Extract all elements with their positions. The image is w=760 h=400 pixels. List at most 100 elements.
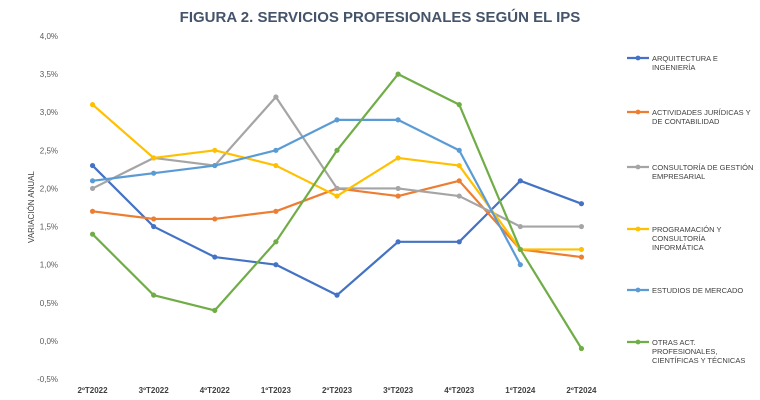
data-point [151, 223, 157, 230]
x-tick-label: 4ºT2023 [444, 386, 475, 395]
data-point [89, 231, 96, 237]
x-tick-label: 2ºT2022 [78, 386, 109, 395]
chart-title: FIGURA 2. SERVICIOS PROFESIONALES SEGÚN … [180, 8, 581, 26]
y-tick-label: 2,5% [40, 146, 58, 155]
x-tick-label: 2ºT2024 [566, 386, 597, 395]
series-line [91, 103, 583, 251]
legend-item: ESTUDIOS DE MERCADO [627, 286, 743, 295]
data-point [395, 185, 401, 192]
data-point [273, 162, 279, 169]
data-point [517, 223, 523, 230]
data-point [273, 147, 279, 153]
y-tick-label: 3,5% [40, 70, 58, 79]
series-group [89, 117, 523, 268]
data-point [334, 147, 340, 153]
data-point [578, 223, 585, 230]
legend-marker [635, 164, 641, 170]
data-point [273, 262, 279, 268]
data-point [273, 94, 279, 100]
legend-item: PROGRAMACIÓN Y CONSULTORÍA INFORMÁTICA [627, 225, 721, 252]
data-point [395, 155, 401, 161]
data-point [89, 208, 96, 214]
data-point [395, 193, 401, 199]
y-tick-label: 2,0% [40, 184, 58, 193]
data-point [395, 71, 401, 77]
data-point [578, 201, 585, 207]
y-axis-label: VARIACIÓN ANUAL [27, 171, 36, 243]
y-tick-label: 0,5% [40, 299, 58, 308]
x-tick-label: 3ºT2023 [383, 386, 414, 395]
data-point [578, 345, 585, 352]
data-point [89, 162, 96, 169]
series-group [89, 102, 585, 253]
legend-item: OTRAS ACT. PROFESIONALES, CIENTÍFICAS Y TÉ… [627, 338, 745, 365]
y-tick-label: 1,0% [40, 261, 58, 270]
y-tick-label: -0,5% [37, 375, 58, 384]
series-line [91, 164, 583, 297]
series-line [91, 118, 522, 266]
data-point [456, 193, 462, 199]
x-axis-ticks: 2ºT2022 3ºT2022 4ºT2022 1ºT2023 2ºT2023 3ºT20… [78, 386, 597, 395]
series-line [91, 73, 583, 350]
data-point [517, 178, 523, 184]
data-point [273, 208, 279, 214]
data-point [212, 162, 218, 169]
data-point [89, 185, 96, 192]
legend-label: ESTUDIOS DE MERCADO [652, 286, 743, 295]
data-point [395, 239, 401, 245]
data-point [456, 102, 462, 108]
legend-marker [635, 55, 641, 61]
x-tick-label: 1ºT2023 [261, 386, 292, 395]
data-point [578, 246, 585, 253]
legend-item: ARQUITECTURA E INGENIERÍA [627, 54, 718, 72]
y-tick-label: 4,0% [40, 32, 58, 41]
legend-marker [635, 226, 641, 232]
data-point [212, 216, 218, 222]
data-point [456, 147, 462, 153]
series-group [89, 71, 585, 352]
data-point [334, 185, 340, 192]
data-point [334, 193, 340, 199]
series-line [91, 95, 583, 228]
series-layer [89, 71, 585, 352]
data-point [212, 307, 218, 313]
legend: ARQUITECTURA E INGENIERÍA ACTIVIDADES JURÍ… [627, 54, 753, 365]
x-tick-label: 3ºT2022 [139, 386, 170, 395]
data-point [456, 239, 462, 245]
x-tick-label: 2ºT2023 [322, 386, 353, 395]
data-point [334, 117, 340, 123]
data-point [273, 239, 279, 245]
data-point [395, 117, 401, 123]
legend-marker [635, 287, 641, 293]
legend-item: ACTIVIDADES JURÍDICAS Y DE CONTABILIDAD [627, 108, 751, 126]
data-point [151, 216, 157, 222]
data-point [212, 254, 218, 260]
series-group [89, 94, 585, 230]
legend-label: CONSULTORÍA DE GESTIÓN EMPRESARIAL [652, 163, 753, 181]
data-point [151, 155, 157, 161]
data-point [334, 292, 340, 298]
data-point [212, 147, 218, 153]
data-point [151, 170, 157, 176]
y-tick-label: 0,0% [40, 337, 58, 346]
data-point [89, 102, 96, 108]
data-point [456, 178, 462, 184]
data-point [578, 254, 585, 260]
legend-label: ACTIVIDADES JURÍDICAS Y DE CONTABILIDAD [652, 108, 751, 126]
data-point [89, 178, 96, 184]
data-point [517, 262, 523, 268]
x-tick-label: 1ºT2024 [505, 386, 536, 395]
legend-marker [635, 339, 641, 345]
legend-marker [635, 109, 641, 115]
series-group [89, 162, 585, 298]
legend-label: PROGRAMACIÓN Y CONSULTORÍA INFORMÁTICA [652, 225, 721, 252]
data-point [456, 162, 462, 169]
y-tick-label: 1,5% [40, 223, 58, 232]
legend-label: ARQUITECTURA E INGENIERÍA [652, 54, 718, 72]
legend-label: OTRAS ACT. PROFESIONALES, CIENTÍFICAS Y TÉ… [652, 338, 745, 365]
y-axis-ticks: -0,5% 0,0% 0,5% 1,0% 1,5% 2,0% 2,5% 3,0% 3,5% 4,0… [37, 32, 58, 384]
data-point [517, 246, 523, 253]
legend-item: CONSULTORÍA DE GESTIÓN EMPRESARIAL [627, 163, 753, 181]
